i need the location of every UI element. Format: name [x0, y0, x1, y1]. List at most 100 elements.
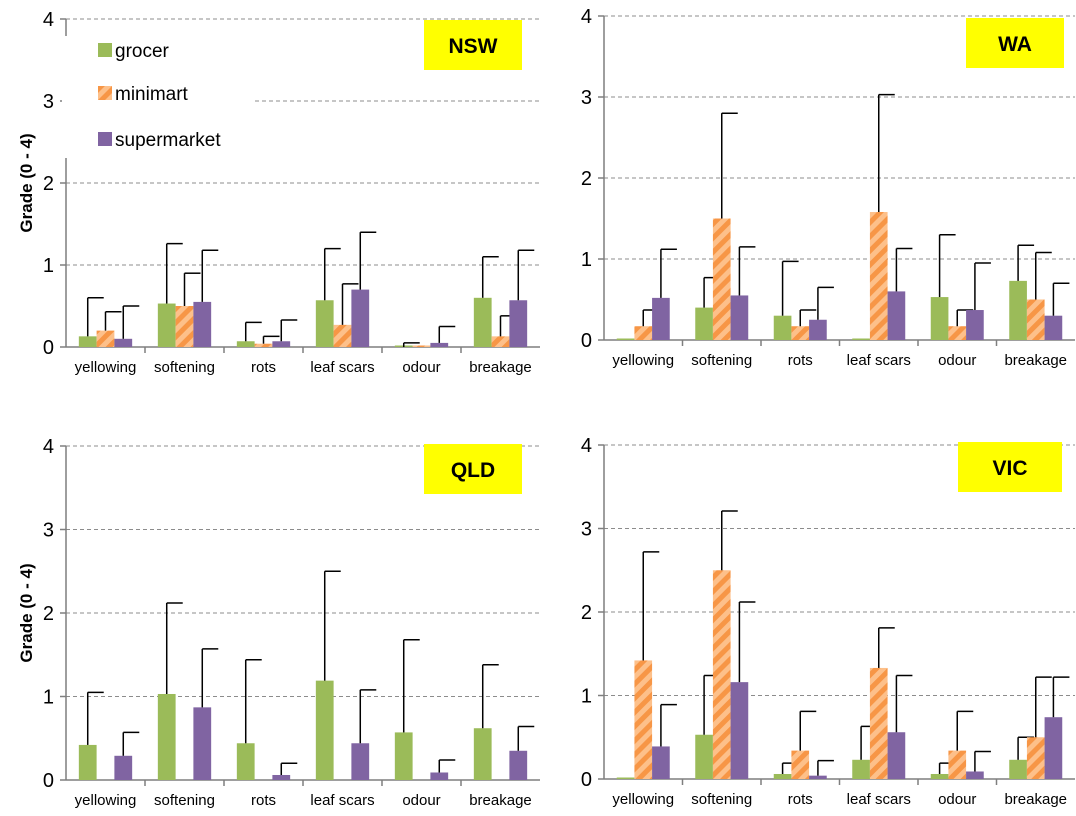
bar-grocer	[157, 693, 176, 780]
legend-swatch-supermarket	[98, 132, 112, 146]
bar-grocer	[236, 743, 255, 780]
y-tick-label: 2	[581, 168, 592, 190]
bar-supermarket	[430, 772, 449, 780]
x-tick-label: leaf scars	[310, 359, 374, 376]
legend-label-grocer: grocer	[115, 41, 170, 62]
y-tick-label: 4	[581, 6, 592, 28]
x-tick-label: odour	[938, 791, 976, 808]
x-tick-label: rots	[788, 352, 813, 369]
bar-minimart	[175, 306, 194, 347]
y-tick-label: 0	[581, 769, 592, 791]
state-label: WA	[998, 33, 1032, 56]
y-tick-label: 3	[43, 91, 54, 113]
bar-supermarket	[430, 342, 449, 347]
bar-grocer	[616, 338, 635, 340]
bar-minimart	[333, 324, 352, 347]
state-label-box	[424, 20, 522, 70]
bar-minimart	[712, 218, 731, 340]
state-label: QLD	[451, 459, 495, 482]
y-tick-label: 4	[581, 435, 592, 457]
bar-supermarket	[114, 338, 133, 347]
state-label-box	[958, 442, 1062, 492]
bar-supermarket	[809, 775, 827, 779]
bar-minimart	[869, 212, 888, 340]
bar-minimart	[491, 336, 510, 347]
bar-minimart	[412, 345, 431, 347]
bar-grocer	[315, 300, 334, 347]
x-tick-label: breakage	[469, 359, 532, 376]
charts-layer: 0 1 2 3 4 Grade (0 - 4) yellowing softening rots…	[17, 6, 1075, 809]
x-tick-label: odour	[402, 792, 440, 809]
x-tick-label: leaf scars	[847, 791, 911, 808]
y-axis-title: Grade (0 - 4)	[17, 563, 36, 662]
bar-minimart	[791, 750, 810, 779]
bar-grocer	[78, 744, 97, 780]
y-tick-label: 1	[581, 249, 592, 271]
y-tick-label: 1	[581, 686, 592, 708]
bar-minimart	[96, 330, 115, 347]
y-tick-label: 1	[43, 255, 54, 277]
y-tick-label: 0	[43, 337, 54, 359]
bar-minimart	[948, 750, 967, 779]
bar-minimart	[634, 326, 653, 340]
x-tick-label: yellowing	[612, 352, 674, 369]
bar-supermarket	[509, 300, 528, 347]
x-tick-label: softening	[691, 352, 752, 369]
bar-supermarket	[966, 310, 984, 340]
chart-panel-wa: 0 1 2 3 4 yellowing softening rots leaf scars odo…	[581, 6, 1075, 369]
x-tick-label: odour	[402, 359, 440, 376]
y-tick-label: 4	[43, 9, 54, 31]
y-tick-label: 1	[43, 687, 54, 709]
x-tick-label: breakage	[1004, 791, 1067, 808]
legend-swatch-grocer	[98, 43, 112, 57]
bar-grocer	[930, 773, 949, 779]
bar-supermarket	[114, 755, 133, 780]
bar-minimart	[1026, 299, 1045, 340]
y-tick-label: 3	[43, 520, 54, 542]
chart-panel-vic: 0 1 2 3 4 yellowing softening rots leaf scars odo…	[581, 435, 1075, 808]
chart-panel-nsw: 0 1 2 3 4 Grade (0 - 4) yellowing softening rots…	[17, 9, 540, 376]
bar-supermarket	[966, 771, 984, 779]
state-label: VIC	[992, 457, 1027, 480]
bar-supermarket	[809, 319, 827, 340]
bar-supermarket	[351, 289, 370, 347]
bar-grocer	[930, 297, 949, 340]
y-tick-label: 3	[581, 87, 592, 109]
x-tick-label: rots	[251, 792, 276, 809]
x-tick-label: breakage	[1004, 352, 1067, 369]
bar-grocer	[473, 297, 492, 347]
bar-grocer	[78, 336, 97, 347]
bar-minimart	[254, 343, 273, 347]
bar-supermarket	[509, 750, 528, 780]
x-tick-label: yellowing	[612, 791, 674, 808]
bar-supermarket	[193, 301, 212, 347]
bar-supermarket	[1044, 717, 1063, 779]
x-tick-label: rots	[251, 359, 276, 376]
bar-minimart	[712, 570, 731, 779]
x-tick-label: yellowing	[75, 359, 137, 376]
x-tick-label: leaf scars	[310, 792, 374, 809]
legend-swatch-minimart	[98, 86, 112, 100]
bar-grocer	[1009, 280, 1027, 340]
bar-grocer	[1009, 759, 1027, 779]
y-tick-label: 2	[43, 173, 54, 195]
x-tick-label: breakage	[469, 792, 532, 809]
bar-supermarket	[193, 707, 212, 780]
bar-minimart	[1026, 737, 1045, 779]
bar-grocer	[852, 759, 870, 779]
legend: grocer minimart supermarket	[62, 36, 252, 158]
bar-supermarket	[652, 297, 670, 340]
y-axis-title: Grade (0 - 4)	[17, 133, 36, 232]
bar-minimart	[948, 326, 967, 340]
bar-grocer	[236, 341, 255, 347]
y-tick-label: 0	[581, 330, 592, 352]
y-tick-label: 4	[43, 436, 54, 458]
x-tick-label: leaf scars	[847, 352, 911, 369]
bar-grocer	[773, 315, 792, 340]
bar-supermarket	[272, 774, 291, 780]
bar-minimart	[634, 660, 653, 779]
bar-grocer	[394, 732, 413, 780]
y-tick-label: 3	[581, 519, 592, 541]
bar-supermarket	[887, 291, 906, 340]
